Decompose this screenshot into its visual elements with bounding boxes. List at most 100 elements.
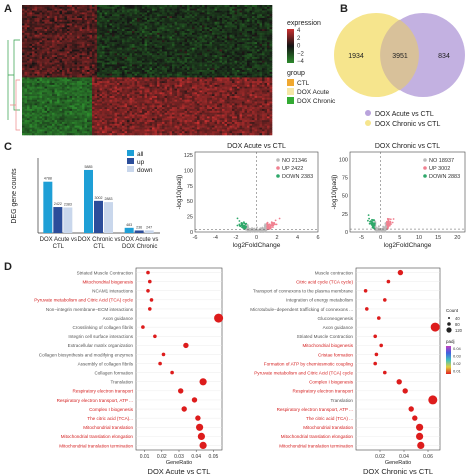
heatmap-cell <box>32 19 35 23</box>
heatmap-cell <box>97 79 100 82</box>
heatmap-cell <box>82 5 85 8</box>
heatmap-cell <box>129 51 133 54</box>
heatmap-cell <box>42 66 45 69</box>
heatmap-cell <box>179 71 183 75</box>
heatmap-cell <box>239 18 243 21</box>
heatmap-cell <box>187 18 190 21</box>
heatmap-cell <box>194 70 198 73</box>
heatmap-cell <box>172 34 175 37</box>
heatmap-cell <box>57 83 60 86</box>
heatmap-cell <box>214 49 218 52</box>
heatmap-cell <box>214 47 218 50</box>
heatmap-cell <box>247 84 250 88</box>
heatmap-cell <box>72 81 75 84</box>
heatmap-cell <box>137 55 140 58</box>
heatmap-cell <box>229 19 233 23</box>
heatmap-cell <box>117 40 120 43</box>
heatmap-cell <box>92 75 95 78</box>
heatmap-cell <box>169 14 173 17</box>
heatmap-cell <box>267 31 270 34</box>
heatmap-cell <box>104 60 108 63</box>
heatmap-cell <box>219 86 223 89</box>
heatmap-cell <box>154 64 158 67</box>
heatmap-cell <box>107 96 110 99</box>
heatmap-cell <box>267 55 270 58</box>
heatmap-cell <box>152 6 155 10</box>
heatmap-cell <box>79 55 83 58</box>
heatmap-cell <box>219 96 223 99</box>
heatmap-cell <box>234 64 238 67</box>
heatmap-cell <box>82 29 85 32</box>
heatmap-cell <box>89 81 93 84</box>
heatmap-cell <box>164 25 168 28</box>
heatmap-cell <box>52 34 55 37</box>
heatmap-cell <box>54 44 58 47</box>
heatmap-cell <box>239 90 243 93</box>
heatmap-cell <box>237 60 240 63</box>
heatmap-cell <box>204 90 208 93</box>
heatmap-cell <box>127 44 130 47</box>
heatmap-cell <box>72 71 75 75</box>
heatmap-cell <box>82 84 85 88</box>
heatmap-cell <box>234 8 238 11</box>
heatmap-cell <box>27 83 30 86</box>
heatmap-cell <box>197 5 200 8</box>
heatmap-cell <box>137 14 140 17</box>
heatmap-cell <box>169 64 173 67</box>
heatmap-cell <box>209 75 213 78</box>
heatmap-cell <box>97 34 100 37</box>
heatmap-cell <box>162 47 165 50</box>
heatmap-cell <box>134 38 138 41</box>
heatmap-cell <box>47 31 50 34</box>
heatmap-cell <box>27 44 30 47</box>
heatmap-cell <box>157 68 160 71</box>
heatmap-cell <box>69 38 73 41</box>
heatmap-cell <box>164 53 168 56</box>
heatmap-cell <box>257 58 260 62</box>
heatmap-cell <box>187 58 190 62</box>
heatmap-cell <box>267 47 270 50</box>
heatmap-cell <box>197 49 200 52</box>
heatmap-cell <box>244 58 248 62</box>
heatmap-cell <box>134 8 138 11</box>
heatmap-cell <box>164 8 168 11</box>
heatmap-cell <box>92 34 95 37</box>
heatmap-cell <box>84 58 88 62</box>
heatmap-cell <box>212 75 215 78</box>
heatmap-cell <box>167 90 170 93</box>
heatmap-cell <box>87 27 90 30</box>
heatmap-cell <box>152 47 155 50</box>
heatmap-cell <box>224 21 228 24</box>
heatmap-cell <box>204 34 208 37</box>
heatmap-cell <box>194 92 198 95</box>
heatmap-cell <box>174 62 178 65</box>
heatmap-cell <box>52 55 55 58</box>
heatmap-cell <box>49 62 53 65</box>
heatmap-cell <box>27 75 30 78</box>
heatmap-cell <box>39 64 43 67</box>
heatmap-cell <box>59 90 63 93</box>
heatmap-cell <box>259 10 263 13</box>
heatmap-cell <box>222 90 225 93</box>
heatmap-cell <box>29 79 33 82</box>
heatmap-cell <box>87 19 90 23</box>
heatmap-cell <box>144 79 148 82</box>
heatmap-cell <box>52 6 55 10</box>
heatmap-cell <box>119 96 123 99</box>
heatmap-cell <box>162 45 165 49</box>
heatmap-cell <box>72 79 75 82</box>
heatmap-cell <box>24 42 28 45</box>
heatmap-cell <box>224 29 228 32</box>
heatmap-cell <box>129 73 133 76</box>
heatmap-cell <box>77 68 80 71</box>
heatmap-cell <box>234 90 238 93</box>
heatmap-cell <box>214 42 218 45</box>
heatmap-cell <box>129 10 133 13</box>
heatmap-cell <box>77 42 80 45</box>
heatmap-cell <box>122 73 125 76</box>
heatmap-cell <box>252 44 255 47</box>
heatmap-cell <box>164 32 168 36</box>
heatmap-cell <box>254 92 258 95</box>
heatmap-cell <box>94 31 98 34</box>
heatmap-cell <box>247 16 250 19</box>
